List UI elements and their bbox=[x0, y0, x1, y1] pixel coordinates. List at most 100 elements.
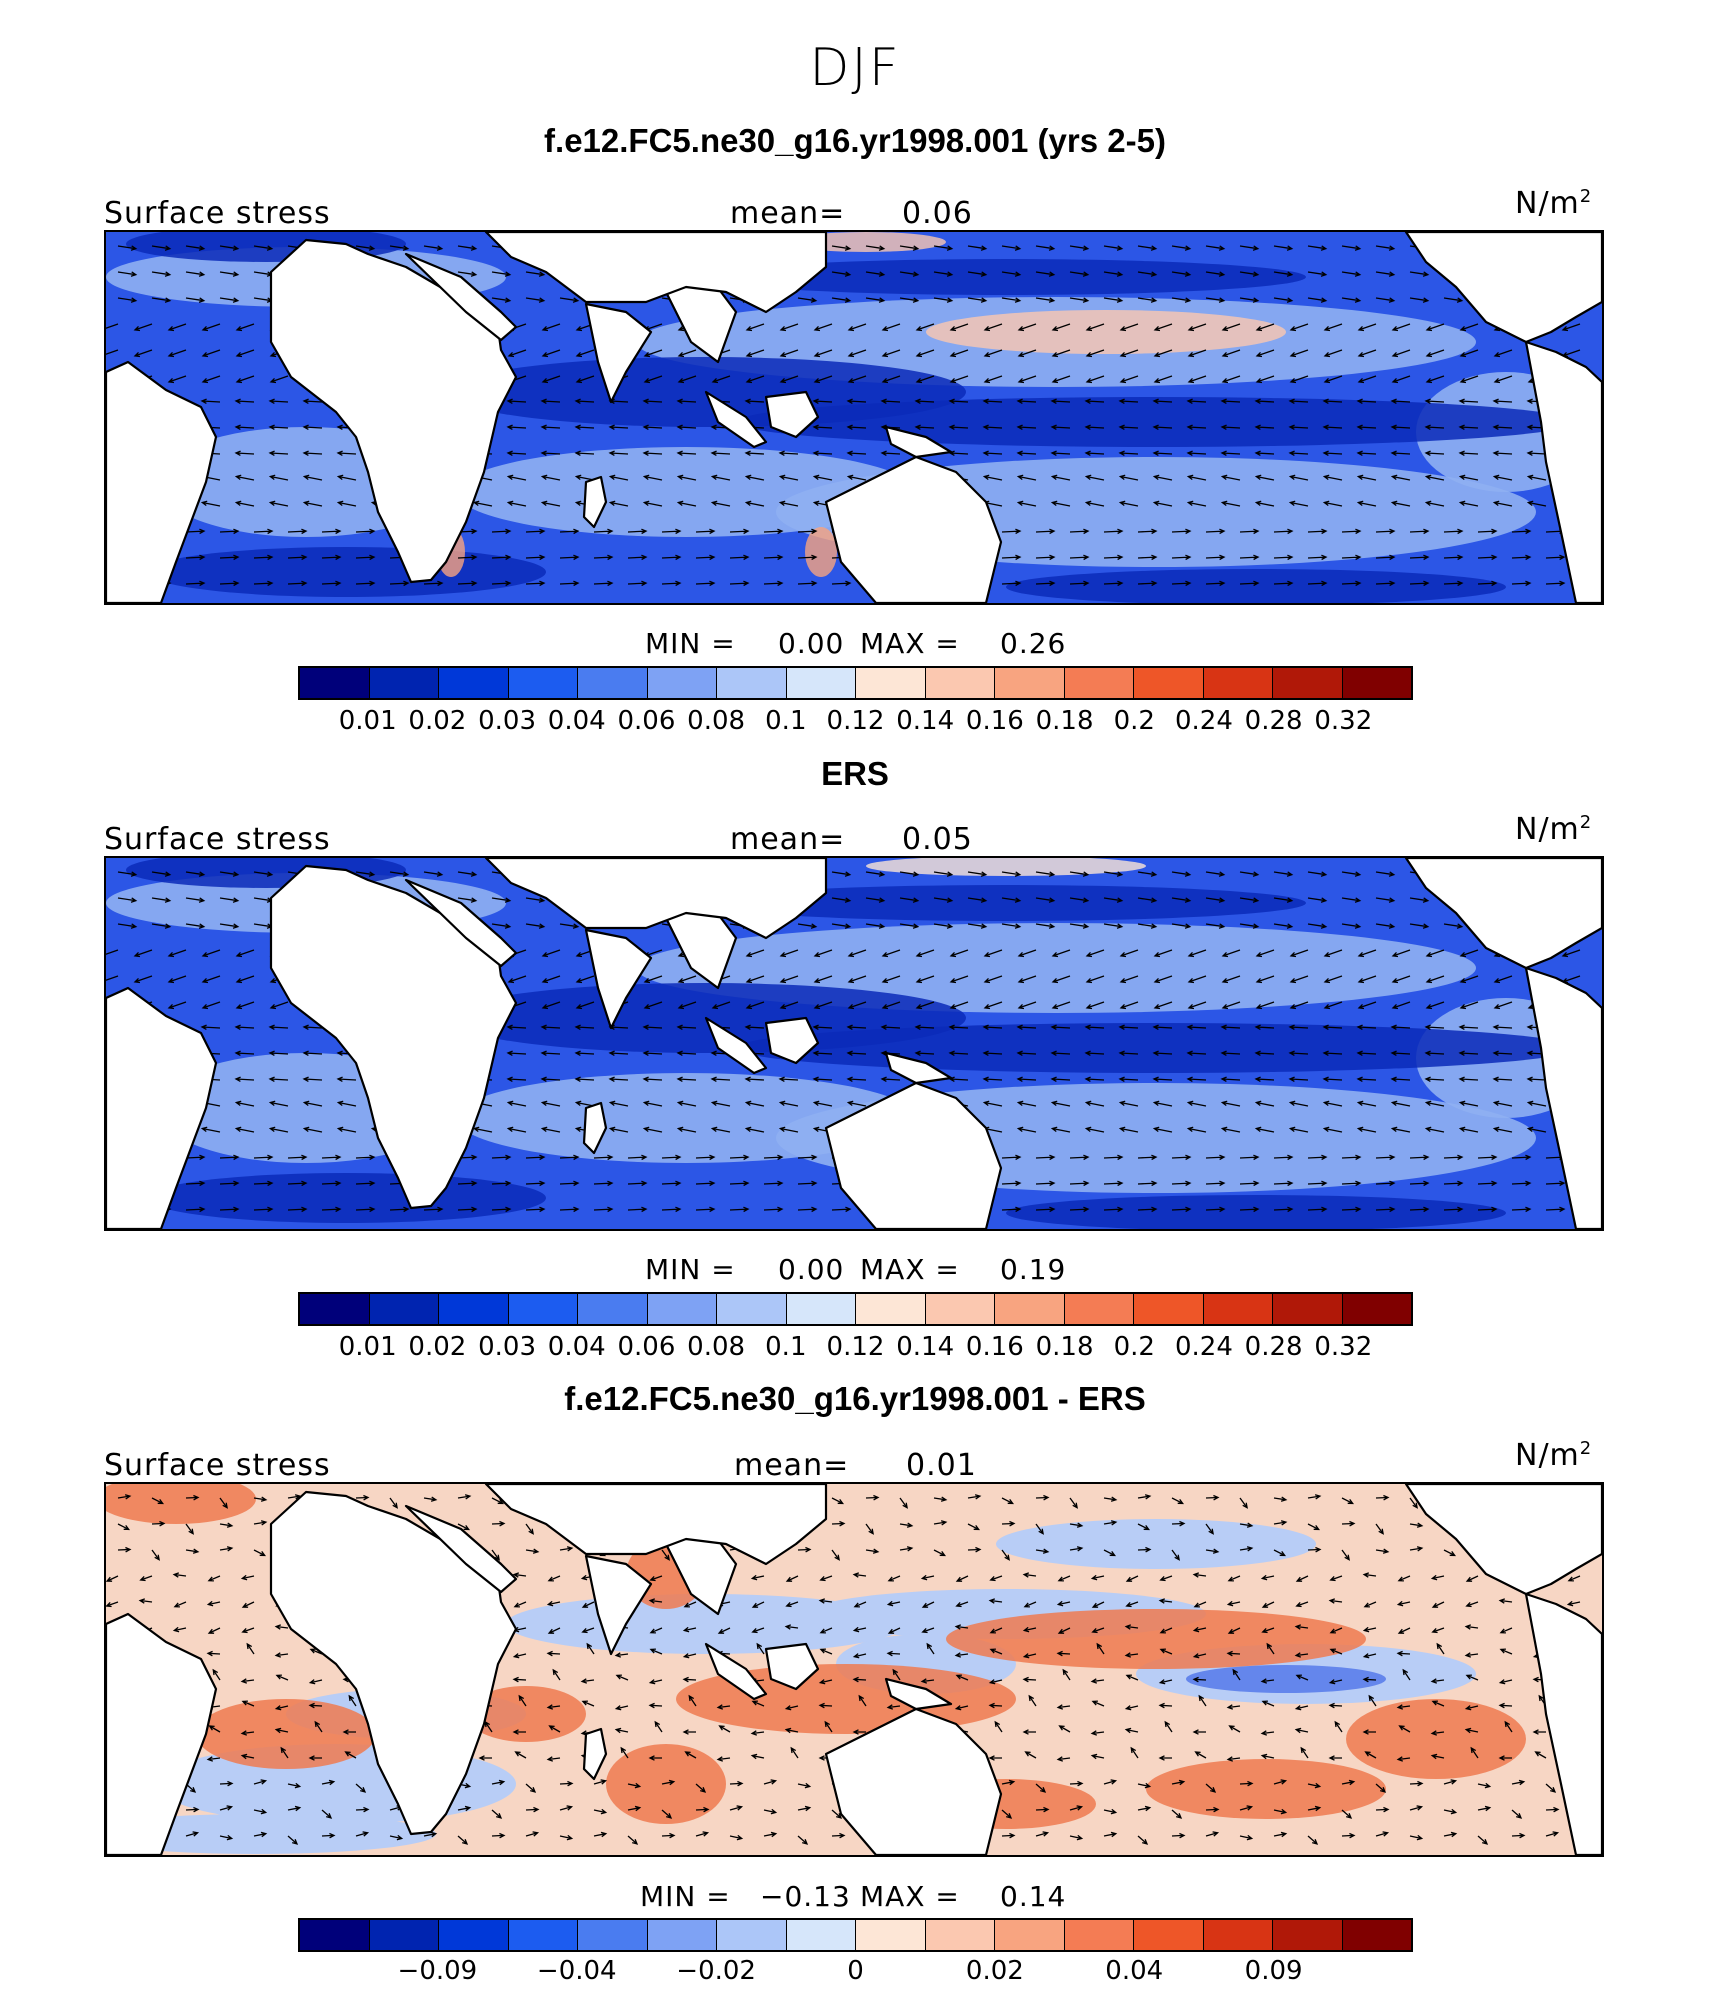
panel-2-vector-72 bbox=[1035, 897, 1056, 903]
panel-1-vector-110 bbox=[831, 297, 852, 303]
colorbar-2-segment-1 bbox=[300, 1294, 370, 1324]
panel-3-vector-335 bbox=[988, 1679, 1003, 1685]
panel-3-vector-534 bbox=[287, 1805, 302, 1812]
panel-2-landmass-12 bbox=[1404, 858, 1602, 970]
panel-3-vector-378 bbox=[954, 1705, 969, 1711]
panel-1-vector-46 bbox=[151, 271, 172, 277]
panel-1-vector-585 bbox=[525, 580, 546, 587]
panel-1-vector-611 bbox=[1409, 580, 1430, 587]
panel-1-vector-9 bbox=[389, 245, 410, 251]
colorbar-1-tick-7: 0.1 bbox=[765, 706, 807, 736]
panel-3-vector-168 bbox=[1295, 1575, 1309, 1582]
panel-2-vector-180 bbox=[201, 975, 221, 984]
panel-1-vector-334 bbox=[948, 424, 969, 430]
panel-2-vector-249 bbox=[1051, 1001, 1071, 1010]
panel-3-vector-585 bbox=[525, 1831, 540, 1837]
panel-2-vector-381 bbox=[1050, 1076, 1071, 1082]
panel-2-vector-234 bbox=[541, 1001, 561, 1010]
panel-2-landmass-11 bbox=[884, 1051, 953, 1085]
panel-1-vector-369 bbox=[642, 450, 663, 456]
panel-3-vector-437 bbox=[1464, 1727, 1479, 1734]
panel-2-vector-124 bbox=[1307, 923, 1328, 929]
panel-3-vector-615 bbox=[1545, 1831, 1560, 1837]
panel-3-vector-453 bbox=[514, 1751, 527, 1759]
panel-1-vector-111 bbox=[865, 297, 886, 303]
panel-2-vector-498 bbox=[559, 1154, 580, 1161]
panel-1-vector-202 bbox=[949, 349, 969, 358]
panel-2-vector-291 bbox=[982, 1024, 1003, 1030]
panel-3-vector-75 bbox=[1137, 1523, 1151, 1531]
panel-2-vector-524 bbox=[1443, 1154, 1464, 1161]
colorbar-1-segment-5 bbox=[578, 668, 648, 698]
panel-3-vector-415 bbox=[718, 1725, 731, 1733]
panel-3-vector-189 bbox=[513, 1601, 527, 1608]
panel-2-vector-563 bbox=[1273, 1180, 1294, 1187]
panel-1-vector-447 bbox=[302, 500, 323, 507]
panel-2-vector-55 bbox=[457, 897, 478, 903]
panel-3-vector-211 bbox=[1261, 1601, 1275, 1608]
panel-1-vector-255 bbox=[1255, 375, 1275, 384]
panel-2-vector-292 bbox=[1016, 1024, 1037, 1030]
panel-1-vector-166 bbox=[1221, 323, 1241, 332]
colorbar-1-segment-16 bbox=[1342, 668, 1411, 698]
panel-1-vector-600 bbox=[1035, 580, 1056, 587]
panel-3-min-value: −0.13 bbox=[760, 1880, 851, 1913]
panel-3-vector-550 bbox=[831, 1809, 843, 1819]
colorbar-3-tick-3: −0.02 bbox=[676, 1956, 756, 1986]
panel-3-vector-438 bbox=[1504, 1720, 1513, 1733]
panel-3-vector-457 bbox=[648, 1755, 662, 1761]
panel-1-vector-472 bbox=[1152, 500, 1173, 507]
colorbar-2-tick-2: 0.02 bbox=[408, 1332, 467, 1362]
colorbar-3-segment-2 bbox=[369, 1920, 439, 1950]
panel-1-vector-67 bbox=[865, 271, 886, 277]
colorbar-1-tick-9: 0.14 bbox=[896, 706, 955, 736]
panel-2-vector-123 bbox=[1273, 923, 1294, 929]
panel-1-vector-135 bbox=[167, 323, 187, 332]
panel-2-vector-284 bbox=[744, 1024, 765, 1030]
panel-1-min-label: MIN = bbox=[645, 627, 736, 660]
panel-2-vector-401 bbox=[234, 1100, 255, 1107]
panel-1-vector-239 bbox=[711, 375, 731, 384]
panel-2-vector-262 bbox=[1493, 1001, 1513, 1010]
panel-3-landmass-12 bbox=[1404, 1484, 1602, 1596]
panel-3-vector-373 bbox=[784, 1705, 799, 1711]
panel-2-vector-370 bbox=[676, 1076, 697, 1082]
panel-3-vector-214 bbox=[1363, 1601, 1377, 1608]
panel-3-vector-564 bbox=[1307, 1805, 1322, 1812]
panel-1-vector-158 bbox=[949, 323, 969, 332]
panel-2-vector-433 bbox=[1322, 1100, 1343, 1107]
panel-1-vector-357 bbox=[234, 450, 255, 456]
panel-3-mean-label: mean= bbox=[734, 1448, 850, 1483]
panel-3-vector-412 bbox=[614, 1727, 629, 1734]
panel-2-vector-115 bbox=[1001, 923, 1022, 929]
panel-1-vector-245 bbox=[915, 375, 935, 384]
panel-1-vector-374 bbox=[812, 450, 833, 456]
panel-1-vector-303 bbox=[1390, 398, 1411, 404]
panel-3-vector-540 bbox=[491, 1809, 503, 1819]
panel-2-vector-159 bbox=[983, 949, 1003, 958]
panel-2-vector-297 bbox=[1186, 1024, 1207, 1030]
panel-3-vector-234 bbox=[547, 1627, 561, 1634]
panel-3-vector-245 bbox=[921, 1627, 935, 1634]
panel-3-vector-117 bbox=[1069, 1546, 1084, 1552]
panel-1-min-value: 0.00 bbox=[778, 627, 845, 660]
panel-1-vector-34 bbox=[1239, 245, 1260, 251]
panel-3-vector-91 bbox=[185, 1548, 200, 1554]
panel-2-colorbar-ticks: 0.01 0.02 0.03 0.04 0.06 0.08 0.1 0.12 0.14 0.16 0… bbox=[298, 1332, 1413, 1366]
panel-1-vector-512 bbox=[1035, 528, 1056, 535]
panel-2-vector-29 bbox=[1069, 871, 1090, 877]
panel-2-vector-207 bbox=[1119, 975, 1139, 984]
panel-1-vector-423 bbox=[982, 474, 1003, 481]
panel-2-vector-609 bbox=[1341, 1206, 1362, 1213]
panel-3-vector-251 bbox=[1124, 1624, 1139, 1630]
panel-3-vector-472 bbox=[1158, 1755, 1172, 1761]
panel-3-vector-345 bbox=[1328, 1679, 1343, 1685]
colorbar-3-segment-9 bbox=[856, 1920, 926, 1950]
panel-2-vector-314 bbox=[268, 1050, 289, 1056]
panel-2-vector-216 bbox=[1425, 975, 1445, 984]
panel-3-vector-488 bbox=[219, 1780, 234, 1787]
panel-3-vector-67 bbox=[865, 1523, 874, 1535]
panel-3-vector-201 bbox=[921, 1601, 935, 1608]
panel-3-vector-379 bbox=[988, 1702, 1003, 1709]
panel-3-vector-347 bbox=[1402, 1668, 1411, 1681]
